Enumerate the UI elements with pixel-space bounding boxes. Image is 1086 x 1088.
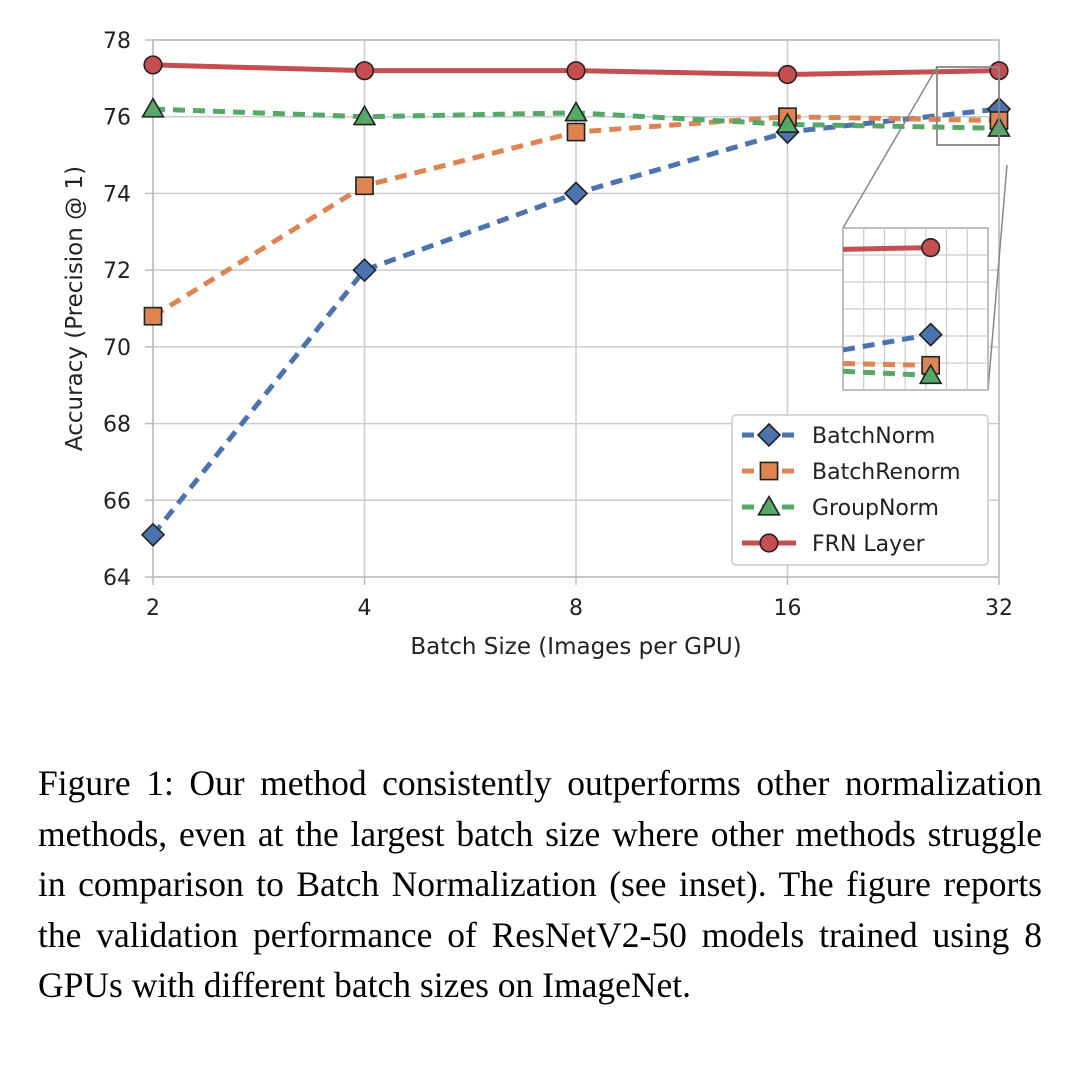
y-axis-label: Accuracy (Precision @ 1) <box>62 166 88 451</box>
legend-frame <box>731 414 989 566</box>
y-tick-label: 74 <box>103 182 131 207</box>
y-tick-label: 76 <box>103 106 131 131</box>
point-groupnorm <box>352 104 377 126</box>
point-batchrenorm <box>355 176 374 196</box>
y-tick-label: 78 <box>103 29 131 54</box>
point-groupnorm <box>564 100 588 122</box>
line-chart: 64 66 68 70 72 74 76 78 2 4 8 16 32 Batch Size (Image… <box>62 29 1013 660</box>
legend-marker-groupnorm <box>757 494 781 516</box>
inset-line-batchrenorm <box>843 361 931 368</box>
inset-lines <box>843 245 932 379</box>
x-tick-label: 8 <box>569 596 583 621</box>
point-batchnorm <box>140 522 166 547</box>
legend-label-batchrenorm: BatchRenorm <box>812 460 961 485</box>
point-batchrenorm <box>566 122 586 142</box>
x-tick-label: 32 <box>985 596 1013 621</box>
inset-line-groupnorm <box>843 368 931 379</box>
inset-line-batchnorm <box>843 332 932 353</box>
point-frn-layer <box>566 61 586 81</box>
legend-marker-batchnorm <box>756 422 782 448</box>
y-tick-label: 66 <box>103 489 131 514</box>
y-tick-label: 64 <box>103 566 131 591</box>
point-groupnorm <box>775 112 800 134</box>
y-tick-label: 70 <box>103 336 131 361</box>
figure-caption: Figure 1: Our method consistently outper… <box>38 763 1042 1005</box>
point-batchrenorm <box>143 306 163 326</box>
x-tick-label: 2 <box>146 596 160 621</box>
point-batchnorm <box>563 181 589 206</box>
inset-connector <box>842 66 938 229</box>
inset-connector <box>987 164 1008 391</box>
inset-point-frn-layer <box>921 238 941 258</box>
legend-marker-frn-layer <box>759 533 779 553</box>
inset-chart <box>842 227 989 391</box>
x-tick-label: 4 <box>358 596 372 621</box>
point-frn-layer <box>143 55 163 75</box>
figure-chart: 64 66 68 70 72 74 76 78 2 4 8 16 32 Batch Size (Image… <box>62 29 1013 660</box>
x-axis-label: Batch Size (Images per GPU) <box>410 634 741 660</box>
inset-point-batchnorm <box>918 322 943 347</box>
legend-label-groupnorm: GroupNorm <box>812 496 939 521</box>
point-groupnorm <box>141 96 165 118</box>
point-batchnorm <box>352 258 377 283</box>
x-tick-label: 16 <box>774 596 802 621</box>
legend: BatchNorm BatchRenorm GroupNorm FRN Layer <box>731 414 989 566</box>
series-markers <box>140 55 1012 547</box>
point-frn-layer <box>777 64 798 85</box>
inset-point-groupnorm <box>918 363 943 385</box>
inset-line-frn-layer <box>843 245 931 252</box>
point-frn-layer <box>354 61 375 81</box>
legend-label-batchnorm: BatchNorm <box>812 424 935 449</box>
legend-label-frn-layer: FRN Layer <box>812 532 926 557</box>
y-tick-label: 68 <box>103 413 131 438</box>
legend-marker-batchrenorm <box>759 461 779 481</box>
inset-zoom-box <box>936 66 1000 146</box>
y-tick-label: 72 <box>103 259 131 284</box>
